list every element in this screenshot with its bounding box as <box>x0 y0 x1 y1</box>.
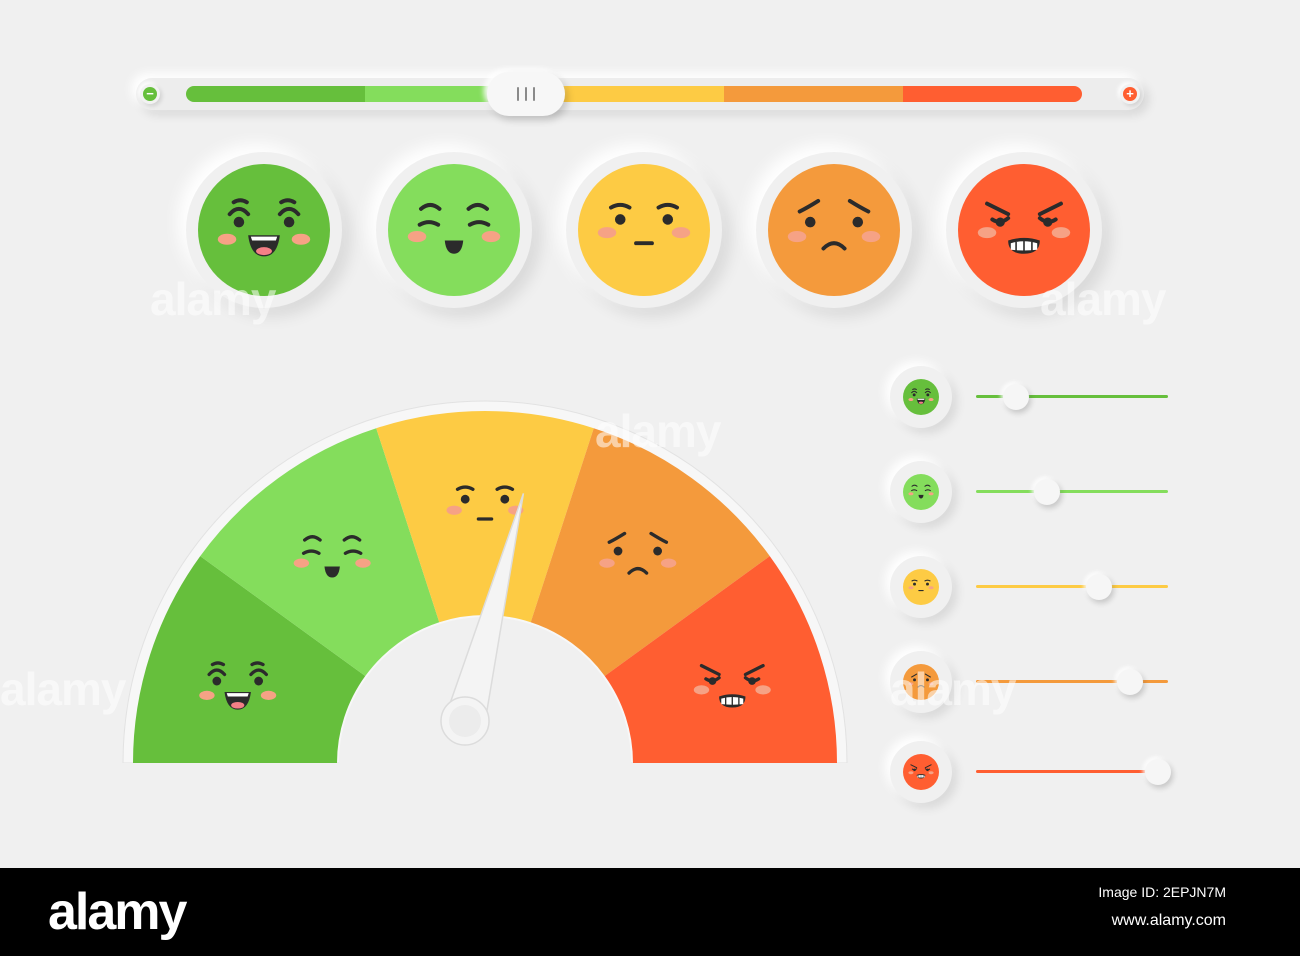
rating-row-sad <box>890 651 1180 713</box>
mini-emoji-laughing-button[interactable] <box>890 366 952 428</box>
angry-face-icon <box>903 754 939 790</box>
mood-gradient-bar <box>186 86 1082 102</box>
brand-logo: alamy <box>48 883 187 941</box>
plus-button[interactable]: + <box>1120 84 1140 104</box>
emoji-rating-ui: − + alamy alamy alamy alamy alamy <box>0 72 1180 803</box>
mood-slider-thumb[interactable] <box>487 72 566 116</box>
happy-face-icon <box>903 474 939 510</box>
mini-emoji-neutral <box>903 569 939 605</box>
emoji-sad-button[interactable] <box>756 152 912 308</box>
mini-emoji-laughing <box>903 379 939 415</box>
gradient-segment <box>186 86 366 102</box>
emoji-neutral-button[interactable] <box>566 152 722 308</box>
emoji-neutral <box>578 164 710 296</box>
rating-slider-thumb[interactable] <box>1085 574 1112 600</box>
rating-row-laughing <box>890 366 1180 428</box>
rating-slider-thumb[interactable] <box>1003 384 1030 410</box>
mini-emoji-angry <box>903 754 939 790</box>
mini-emoji-happy <box>903 474 939 510</box>
gauge-neutral-face <box>446 485 524 521</box>
gauge-sad-face <box>599 531 677 575</box>
gauge-segment-laughing <box>133 556 366 763</box>
rating-slider-thumb[interactable] <box>1145 759 1172 785</box>
rating-slider-track[interactable] <box>976 585 1168 588</box>
gauge-pivot-cap <box>449 705 481 737</box>
mini-emoji-neutral-button[interactable] <box>890 556 952 618</box>
neutral-face-icon <box>903 569 939 605</box>
laughing-face-icon <box>903 379 939 415</box>
sad-face-icon <box>903 664 939 700</box>
emoji-happy-button[interactable] <box>376 152 532 308</box>
mood-gauge <box>120 400 850 788</box>
emoji-laughing <box>198 164 330 296</box>
plus-icon: + <box>1123 87 1137 101</box>
gauge-base-mask <box>120 763 850 788</box>
mini-emoji-sad <box>903 664 939 700</box>
minus-icon: − <box>143 87 157 101</box>
emoji-angry-button[interactable] <box>946 152 1102 308</box>
rating-slider-track[interactable] <box>976 490 1168 493</box>
sad-face-icon <box>768 164 900 296</box>
angry-face-icon <box>958 164 1090 296</box>
mini-emoji-sad-button[interactable] <box>890 651 952 713</box>
gradient-segment <box>544 86 724 102</box>
gradient-segment <box>723 86 903 102</box>
footer-bar: alamy Image ID: 2EPJN7M www.alamy.com <box>0 868 1300 956</box>
gauge-segment-angry <box>604 556 837 763</box>
rating-row-neutral <box>890 556 1180 618</box>
rating-slider-thumb[interactable] <box>1034 479 1061 505</box>
gauge-happy-face <box>293 535 371 578</box>
emoji-sad <box>768 164 900 296</box>
grip-icon <box>517 87 520 101</box>
emoji-happy <box>388 164 520 296</box>
watermark: alamy <box>0 663 126 715</box>
rating-slider-track[interactable] <box>976 680 1168 683</box>
mood-range-slider[interactable]: − + <box>136 72 1144 116</box>
happy-face-icon <box>388 164 520 296</box>
rating-slider-track[interactable] <box>976 770 1168 773</box>
grip-icon <box>525 87 528 101</box>
rating-slider-track[interactable] <box>976 395 1168 398</box>
site-url: www.alamy.com <box>1111 912 1226 929</box>
image-id: Image ID: 2EPJN7M <box>1098 884 1226 900</box>
laughing-face-icon <box>198 164 330 296</box>
neutral-face-icon <box>578 164 710 296</box>
emoji-angry <box>958 164 1090 296</box>
gauge-laughing-face <box>199 661 277 710</box>
mini-emoji-happy-button[interactable] <box>890 461 952 523</box>
rating-row-angry <box>890 741 1180 803</box>
rating-slider-thumb[interactable] <box>1116 669 1143 695</box>
gradient-segment <box>902 86 1082 102</box>
gauge-angry-face <box>693 664 771 708</box>
minus-button[interactable]: − <box>140 84 160 104</box>
emoji-laughing-button[interactable] <box>186 152 342 308</box>
gauge-segment-sad <box>530 428 770 677</box>
mini-emoji-angry-button[interactable] <box>890 741 952 803</box>
gauge-segment-neutral <box>376 411 594 623</box>
rating-row-happy <box>890 461 1180 523</box>
grip-icon <box>533 87 536 101</box>
